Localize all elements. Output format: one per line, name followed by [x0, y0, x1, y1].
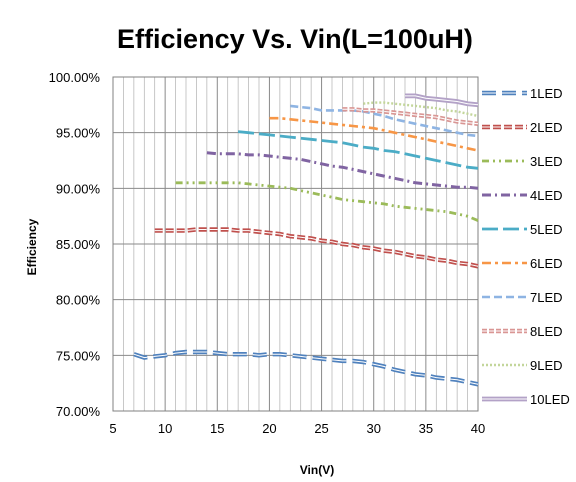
x-tick-label: 20	[262, 421, 276, 436]
legend-item-4LED: 4LED	[482, 188, 563, 203]
legend-label: 8LED	[530, 324, 563, 339]
series-1LED	[133, 349, 479, 387]
series-9LED	[363, 101, 479, 118]
series-line	[363, 101, 479, 118]
y-tick-label: 85.00%	[56, 237, 101, 252]
plot-area-border	[112, 76, 479, 412]
series-3LED	[175, 181, 479, 222]
grid-layer	[112, 76, 479, 412]
series-line-inner	[342, 108, 479, 125]
series-line	[175, 181, 479, 222]
series-5LED	[237, 130, 479, 170]
series-7LED	[290, 104, 479, 138]
y-tick-label: 95.00%	[56, 126, 101, 141]
series-6LED	[269, 116, 479, 152]
x-tick-label: 5	[109, 421, 116, 436]
legend-item-1LED: 1LED	[482, 86, 563, 101]
legend-label: 7LED	[530, 290, 563, 305]
legend-item-9LED: 9LED	[482, 358, 563, 373]
series-line-inner	[154, 229, 479, 267]
legend-item-3LED: 3LED	[482, 154, 563, 169]
series-line-outer	[154, 227, 479, 269]
legend-item-10LED: 10LED	[482, 392, 570, 407]
legend-label: 1LED	[530, 86, 563, 101]
y-tick-label: 75.00%	[56, 348, 101, 363]
y-tick-label: 100.00%	[49, 70, 101, 85]
legend-label: 10LED	[530, 392, 570, 407]
legend-label: 2LED	[530, 120, 563, 135]
x-tick-label: 15	[210, 421, 224, 436]
series-layer	[133, 93, 479, 387]
legend-item-2LED: 2LED	[482, 120, 563, 135]
legend-label: 3LED	[530, 154, 563, 169]
series-2LED	[154, 227, 479, 269]
series-line	[237, 130, 479, 170]
series-line	[206, 151, 479, 190]
axis-layer: 5 10 15 20 25 30 35 40 70.00% 75.00% 80.00% 85.00% 9…	[49, 70, 486, 436]
series-line-inner	[133, 351, 479, 385]
x-tick-label: 30	[366, 421, 380, 436]
legend-item-8LED: 8LED	[482, 324, 563, 339]
series-4LED	[206, 151, 479, 190]
x-tick-label: 10	[158, 421, 172, 436]
series-8LED	[342, 107, 479, 126]
series-line-inner	[405, 95, 479, 106]
y-tick-label: 90.00%	[56, 181, 101, 196]
x-tick-label: 40	[471, 421, 485, 436]
legend-item-5LED: 5LED	[482, 222, 563, 237]
legend-label: 4LED	[530, 188, 563, 203]
chart-title: Efficiency Vs. Vin(L=100uH)	[117, 24, 473, 54]
x-tick-label: 35	[419, 421, 433, 436]
y-tick-label: 80.00%	[56, 293, 101, 308]
x-tick-label: 25	[314, 421, 328, 436]
legend-label: 6LED	[530, 256, 563, 271]
legend-item-7LED: 7LED	[482, 290, 563, 305]
series-line	[269, 116, 479, 152]
legend: 1LED 2LED 3LED 4LED 5LED 6LED 7LED 8LED 9LED 10LE…	[482, 86, 570, 407]
x-axis-title: Vin(V)	[299, 463, 335, 477]
legend-label: 9LED	[530, 358, 563, 373]
legend-label: 5LED	[530, 222, 563, 237]
y-tick-label: 70.00%	[56, 404, 101, 419]
series-line	[290, 104, 479, 138]
series-10LED	[404, 93, 479, 108]
legend-item-6LED: 6LED	[482, 256, 563, 271]
